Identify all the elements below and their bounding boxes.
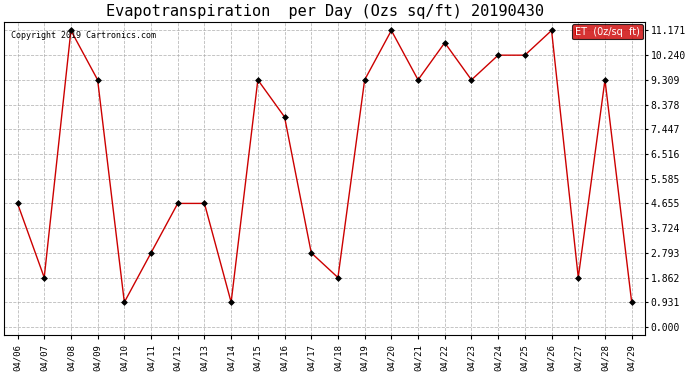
Text: Copyright 2019 Cartronics.com: Copyright 2019 Cartronics.com [10,31,155,40]
Title: Evapotranspiration  per Day (Ozs sq/ft) 20190430: Evapotranspiration per Day (Ozs sq/ft) 2… [106,4,544,19]
Legend: ET  (0z/sq  ft): ET (0z/sq ft) [573,24,643,39]
